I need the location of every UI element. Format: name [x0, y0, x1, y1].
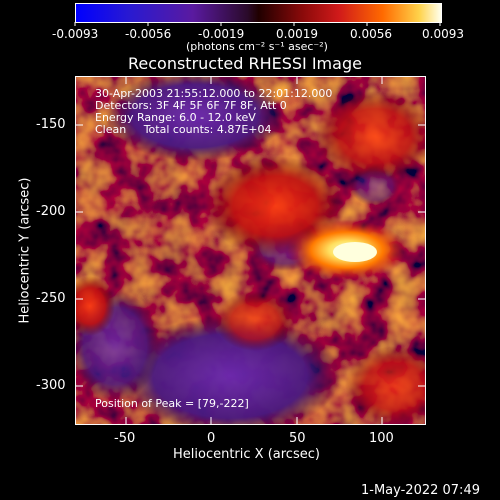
x-tick-label: 50 [289, 431, 306, 446]
colorbar-units: (photons cm⁻² s⁻¹ asec⁻²) [186, 40, 328, 53]
timestamp: 1-May-2022 07:49 [361, 483, 480, 498]
info-energy: Energy Range: 6.0 - 12.0 keV [95, 111, 256, 124]
colorbar-tick-1: -0.0093 [52, 27, 99, 41]
colorbar-ticks [74, 22, 441, 26]
info-detectors: Detectors: 3F 4F 5F 6F 7F 8F, Att 0 [95, 99, 287, 112]
y-tick-label: -200 [36, 204, 66, 219]
x-tick-label: 100 [369, 431, 394, 446]
colorbar [75, 3, 442, 23]
peak-position: Position of Peak = [79,-222] [95, 397, 249, 410]
colorbar-tick-6: 0.0093 [422, 27, 464, 41]
y-tick-label: -150 [36, 117, 66, 132]
colorbar-tick-4: 0.0019 [276, 27, 318, 41]
info-method: Clean Total counts: 4.87E+04 [95, 123, 272, 136]
x-tick-label: -50 [114, 431, 136, 446]
info-time: 30-Apr-2003 21:55:12.000 to 22:01:12.000 [95, 87, 333, 100]
x-axis-label: Heliocentric X (arcsec) [173, 447, 320, 462]
colorbar-tick-3: -0.0019 [198, 27, 245, 41]
plot-title: Reconstructed RHESSI Image [128, 54, 362, 73]
colorbar-tick-2: -0.0056 [125, 27, 172, 41]
colorbar-tick-5: 0.0056 [350, 27, 392, 41]
y-tick-label: -300 [36, 378, 66, 393]
rhessi-image [75, 76, 426, 425]
x-tick-label: 0 [207, 431, 216, 446]
y-axis-label: Heliocentric Y (arcsec) [17, 177, 33, 324]
y-tick-label: -250 [36, 291, 66, 306]
